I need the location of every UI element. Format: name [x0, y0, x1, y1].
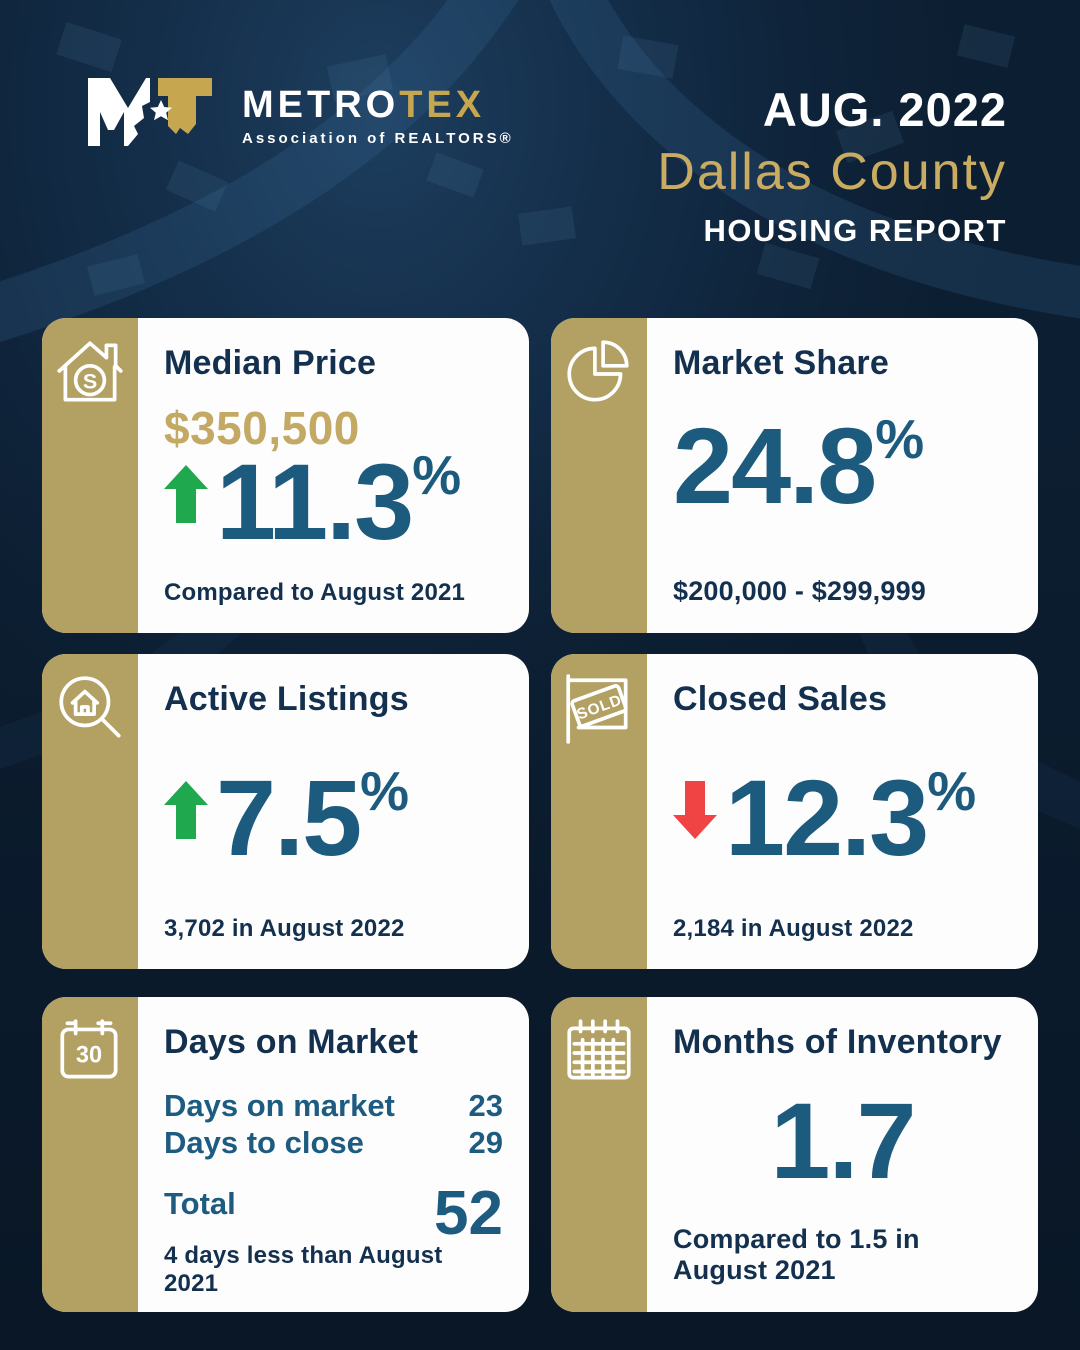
days-table: Days on market 23 Days to close 29: [164, 1088, 503, 1161]
calendar-30-icon: 30: [60, 1019, 118, 1079]
closed-sales-card: SOLD Closed Sales 12.3% 2,184 in August …: [551, 654, 1038, 969]
median-price-card: S Median Price $350,500 11.3% Compared t…: [42, 318, 529, 633]
active-listings-card: Active Listings 7.5% 3,702 in August 202…: [42, 654, 529, 969]
gold-icon-strip: [42, 654, 138, 969]
logo-text: METROTEX Association of REALTORS®: [242, 86, 514, 147]
metrotex-logo: METROTEX Association of REALTORS®: [84, 72, 514, 150]
trend-row: 7.5%: [164, 764, 503, 872]
house-search-icon: [59, 676, 121, 738]
months-of-inventory-content: Months of Inventory 1.7 Compared to 1.5 …: [647, 997, 1038, 1312]
gold-icon-strip: 30: [42, 997, 138, 1312]
percent-sign: %: [360, 760, 410, 823]
days-to-close-row: Days to close 29: [164, 1125, 503, 1162]
closed-sales-content: Closed Sales 12.3% 2,184 in August 2022: [647, 654, 1038, 969]
down-arrow-icon: [673, 781, 717, 840]
comparison-note: 4 days less than August 2021: [164, 1242, 443, 1298]
brand-metro: METRO: [242, 84, 400, 126]
card-title: Months of Inventory: [673, 1023, 1002, 1061]
brand-tagline: Association of REALTORS®: [242, 130, 514, 147]
comparison-note: Compared to August 2021: [164, 579, 466, 606]
card-title: Median Price: [164, 344, 377, 382]
stat-cards-grid: S Median Price $350,500 11.3% Compared t…: [42, 318, 1038, 1312]
gold-icon-strip: S: [42, 318, 138, 633]
total-label: Total: [164, 1186, 236, 1222]
metrotex-logo-mark-icon: [88, 78, 212, 146]
stat-value: 12.3: [725, 757, 929, 879]
market-share-value: 24.8%: [673, 412, 1012, 520]
days-on-market-row: Days on market 23: [164, 1088, 503, 1125]
months-of-inventory-card: Months of Inventory 1.7 Compared to 1.5 …: [551, 997, 1038, 1312]
stat-value: 1.7: [770, 1080, 916, 1202]
dollar-letter: S: [83, 368, 97, 393]
percent-change: 11.3%: [216, 448, 461, 556]
gold-icon-strip: [551, 318, 647, 633]
calendar-grid-icon: [567, 1019, 631, 1080]
card-row-1: S Median Price $350,500 11.3% Compared t…: [42, 318, 1038, 633]
active-listings-content: Active Listings 7.5% 3,702 in August 202…: [138, 654, 529, 969]
days-on-market-card: 30 Days on Market Days on market 23 Days…: [42, 997, 529, 1312]
inventory-value: 1.7: [673, 1087, 1012, 1195]
report-region: Dallas County: [657, 143, 1007, 201]
report-period: AUG. 2022: [762, 83, 1007, 136]
median-price-value: $350,500: [164, 402, 360, 455]
row-value: 29: [468, 1124, 503, 1160]
percent-sign: %: [927, 760, 977, 823]
calendar-day-label: 30: [76, 1042, 102, 1068]
row-value: 23: [468, 1088, 503, 1124]
percent-sign: %: [412, 444, 462, 507]
card-title: Days on Market: [164, 1023, 419, 1061]
up-arrow-icon: [164, 781, 208, 840]
pie-chart-icon: [567, 340, 629, 402]
house-dollar-icon: S: [57, 341, 123, 402]
days-on-market-content: Days on Market Days on market 23 Days to…: [138, 997, 529, 1312]
total-row: Total 52: [164, 1179, 503, 1249]
market-share-content: Market Share 24.8% $200,000 - $299,999: [647, 318, 1038, 633]
trend-row: 11.3%: [164, 448, 503, 556]
stat-value: 24.8: [673, 405, 877, 527]
brand-name: METROTEX: [242, 86, 514, 124]
median-price-content: Median Price $350,500 11.3% Compared to …: [138, 318, 529, 633]
report-title: HOUSING REPORT: [703, 213, 1007, 248]
up-arrow-icon: [164, 465, 208, 524]
total-value: 52: [434, 1179, 503, 1249]
price-range-note: $200,000 - $299,999: [673, 576, 927, 606]
report-header: AUG. 2022 Dallas County HOUSING REPORT: [657, 86, 1007, 246]
sold-sign-icon: SOLD: [566, 674, 628, 744]
stat-value: 11.3: [216, 441, 414, 563]
row-label: Days to close: [164, 1124, 364, 1160]
row-label: Days on market: [164, 1088, 395, 1124]
brand-tex: TEX: [399, 84, 486, 126]
count-note: 3,702 in August 2022: [164, 915, 405, 942]
card-title: Closed Sales: [673, 680, 888, 718]
gold-icon-strip: [551, 997, 647, 1312]
count-note: 2,184 in August 2022: [673, 915, 914, 942]
percent-change: 12.3%: [725, 764, 976, 872]
stat-value: 7.5: [216, 757, 362, 879]
percent-sign: %: [875, 408, 925, 471]
card-title: Active Listings: [164, 680, 409, 718]
trend-row: 12.3%: [673, 764, 1012, 872]
card-row-2: Active Listings 7.5% 3,702 in August 202…: [42, 654, 1038, 969]
comparison-note: Compared to 1.5 in August 2021: [673, 1224, 920, 1285]
card-title: Market Share: [673, 344, 889, 382]
market-share-card: Market Share 24.8% $200,000 - $299,999: [551, 318, 1038, 633]
gold-icon-strip: SOLD: [551, 654, 647, 969]
percent-change: 7.5%: [216, 764, 409, 872]
card-row-3: 30 Days on Market Days on market 23 Days…: [42, 997, 1038, 1312]
